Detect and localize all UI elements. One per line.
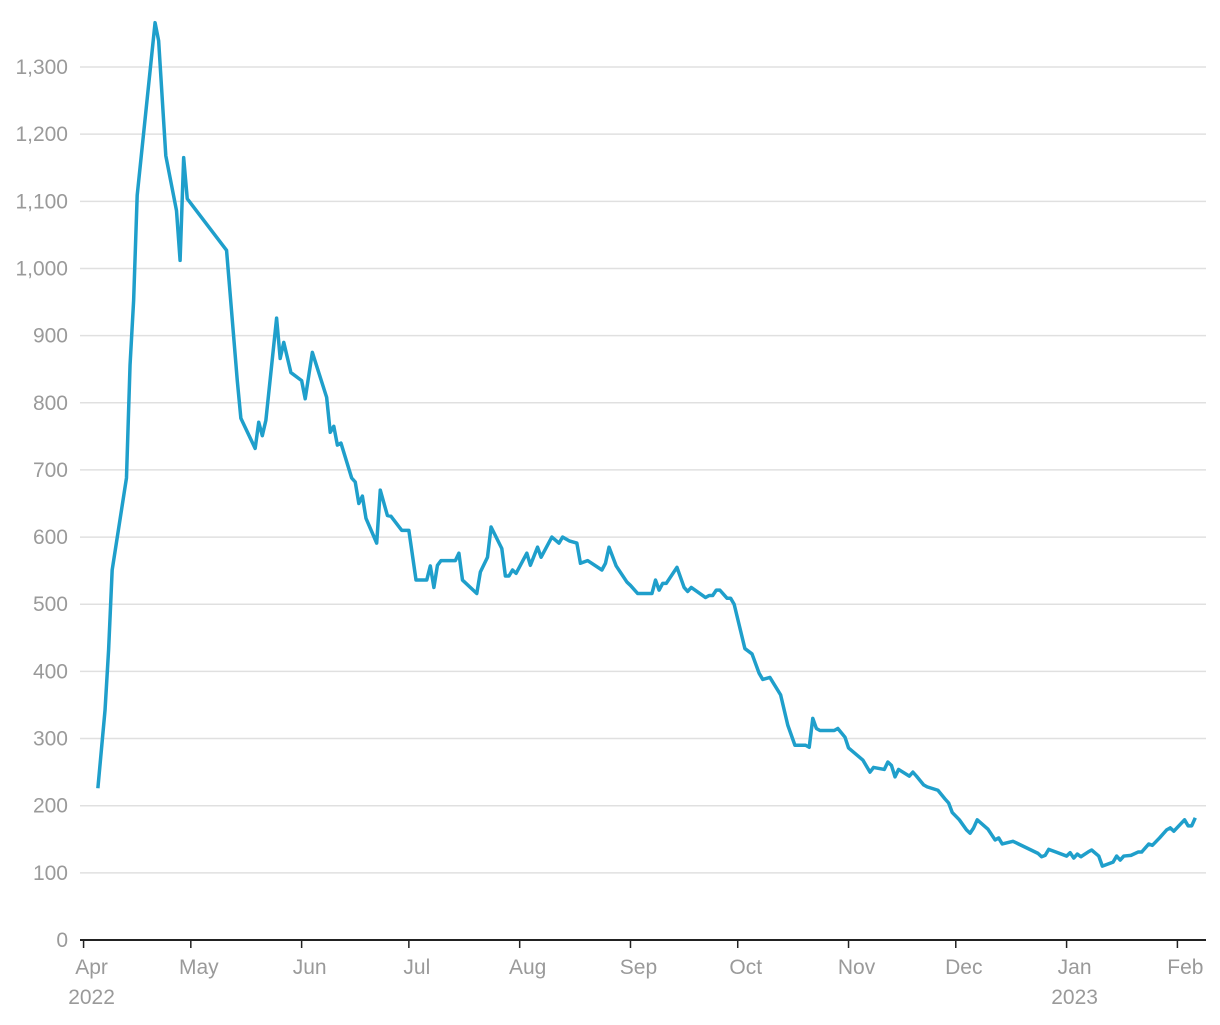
y-tick-label: 1,100 [15, 190, 68, 213]
x-tick-label: Jul [403, 956, 430, 979]
x-tick-label-line: Jul [403, 956, 430, 979]
y-tick-label: 500 [33, 593, 68, 616]
y-tick-label: 800 [33, 392, 68, 415]
y-tick-label: 0 [56, 929, 68, 952]
x-tick-label-line: Sep [620, 956, 657, 979]
data-line [96, 20, 1197, 868]
x-tick-label-line: Apr [75, 956, 108, 979]
x-tick-label: Oct [729, 956, 762, 979]
x-tick-label-line: May [179, 956, 219, 979]
y-tick-label: 1,000 [15, 257, 68, 280]
x-tick-label: Nov [838, 956, 876, 979]
y-tick-label: 600 [33, 526, 68, 549]
y-tick-label: 900 [33, 325, 68, 348]
x-tick-label-line: Nov [838, 956, 876, 979]
y-tick-label: 700 [33, 459, 68, 482]
y-tick-label: 200 [33, 795, 68, 818]
y-tick-label: 1,200 [15, 123, 68, 146]
x-tick-label-line: Aug [509, 956, 546, 979]
y-tick-label: 1,300 [15, 56, 68, 79]
x-tick-label-line: Jun [293, 956, 327, 979]
x-tick-label: Aug [509, 956, 546, 979]
x-tick-label: Jan 2023 [1051, 956, 1098, 1009]
x-tick-label-line: 2022 [68, 986, 115, 1009]
x-tick-label-line: 2023 [1051, 986, 1098, 1009]
x-tick-label-line: Dec [945, 956, 982, 979]
x-tick-label-line: Feb [1167, 956, 1203, 979]
y-tick-label: 300 [33, 728, 68, 751]
x-tick-label: Jun [293, 956, 327, 979]
x-tick-label: Feb [1167, 956, 1203, 979]
x-tick-label-line: Jan [1058, 956, 1092, 979]
x-tick-label: May [179, 956, 219, 979]
x-tick-label-line: Oct [729, 956, 762, 979]
y-tick-label: 400 [33, 660, 68, 683]
x-tick-label: Dec [945, 956, 982, 979]
y-tick-label: 100 [33, 862, 68, 885]
x-tick-label: Apr 2022 [68, 956, 115, 1009]
x-tick-label: Sep [620, 956, 657, 979]
